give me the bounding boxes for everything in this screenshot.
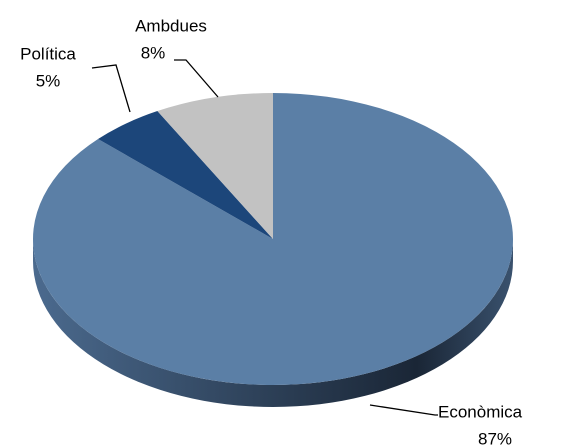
slice-label: Política bbox=[20, 44, 76, 63]
leader-line bbox=[174, 59, 219, 98]
leader-line bbox=[369, 404, 438, 416]
slice-label: Econòmica bbox=[438, 402, 523, 421]
pie-slice bbox=[32, 93, 513, 385]
leader-line bbox=[91, 64, 131, 113]
pie-slice bbox=[98, 111, 273, 239]
value-label: 87% bbox=[478, 429, 512, 448]
pie bbox=[32, 93, 513, 407]
pie-slice bbox=[157, 93, 273, 239]
labels: Econòmica 87% Política 5% Ambdues 8% bbox=[20, 16, 523, 448]
slice-label: Ambdues bbox=[135, 16, 207, 35]
value-label: 8% bbox=[141, 43, 166, 62]
value-label: 5% bbox=[36, 71, 61, 90]
